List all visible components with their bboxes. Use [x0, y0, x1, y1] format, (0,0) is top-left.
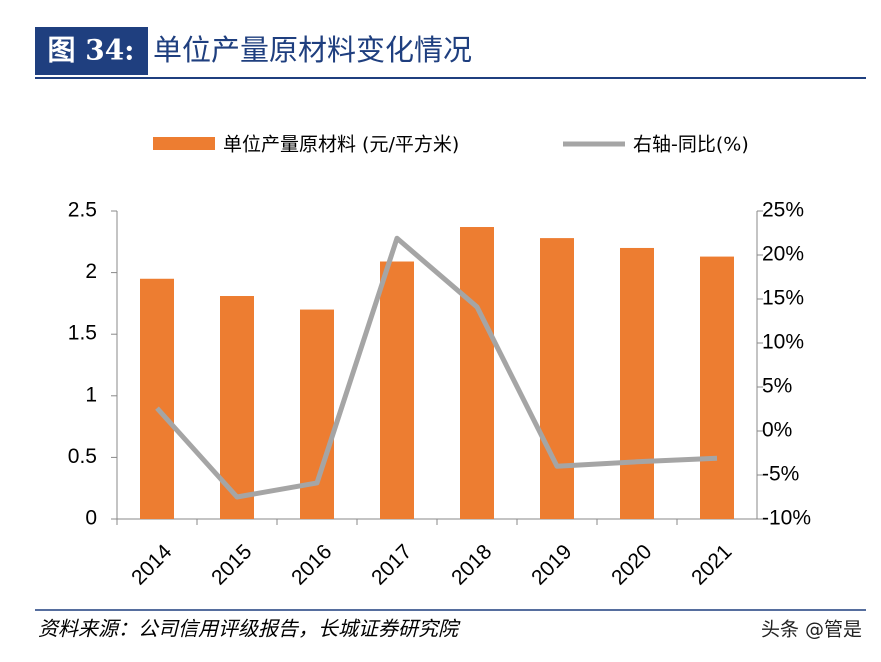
x-tick-label: 2014: [127, 540, 177, 590]
y-tick-label: 1.5: [68, 322, 97, 345]
bar: [300, 309, 334, 519]
legend-swatch: [153, 137, 215, 150]
y-tick-label: 0: [85, 507, 97, 530]
legend-label: 右轴-同比(%): [633, 134, 749, 156]
x-tick-label: 2019: [527, 540, 576, 589]
bar: [620, 247, 654, 519]
y2-tick-label: -10%: [762, 507, 811, 530]
chart-title: 单位产量原材料变化情况: [153, 33, 472, 67]
y2-tick-label: 5%: [762, 375, 792, 398]
line: [155, 235, 718, 500]
y-tick-label: 2: [85, 260, 97, 283]
y-tick-label: 1: [85, 383, 97, 406]
y2-tick-label: 10%: [762, 331, 804, 354]
bar: [140, 278, 174, 519]
source: 资料来源：公司信用评级报告，长城证券研究院: [38, 617, 461, 641]
label-box: [35, 27, 148, 75]
x-tick-label: 2020: [607, 540, 656, 589]
x-tick-label: 2021: [687, 540, 736, 589]
y2-tick-label: 25%: [762, 199, 804, 222]
bar: [380, 261, 414, 519]
bar: [460, 227, 494, 520]
y2-tick-label: 20%: [762, 243, 804, 266]
y-tick-label: 2.5: [68, 199, 97, 222]
bar: [540, 238, 574, 519]
x-tick-label: 2015: [207, 540, 256, 589]
y2-tick-label: 0%: [762, 419, 792, 442]
x-tick-label: 2017: [367, 540, 416, 589]
x-tick-label: 2016: [287, 540, 336, 589]
watermark: 头条 @管是: [761, 619, 862, 641]
x-tick-label: 2018: [447, 540, 496, 589]
y-tick-label: 0.5: [68, 445, 97, 468]
y2-tick-label: -5%: [762, 463, 799, 486]
bar: [700, 256, 734, 519]
y2-tick-label: 15%: [762, 287, 804, 310]
legend-label: 单位产量原材料 (元/平方米): [223, 134, 459, 156]
figure-label: 图 34:: [47, 34, 134, 67]
